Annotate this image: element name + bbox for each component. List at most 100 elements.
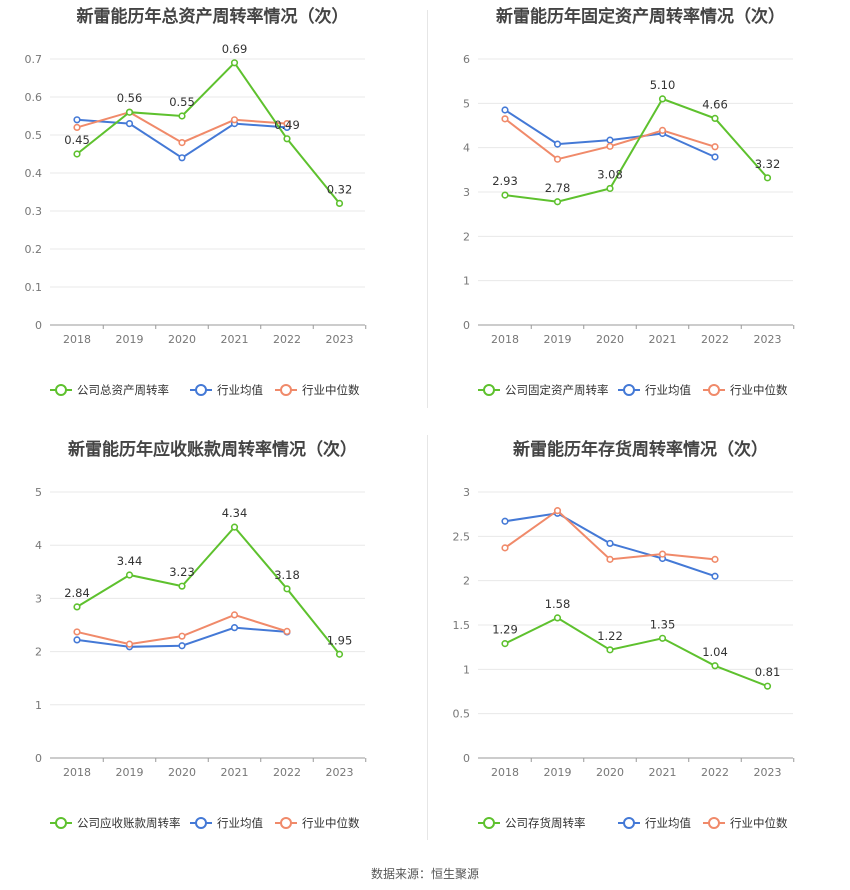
legend-item-company[interactable]: 公司应收账款周转率 [50,816,181,830]
data-point-median [658,126,667,134]
x-tick-label: 2020 [596,766,624,779]
legend-label: 公司固定资产周转率 [505,383,609,397]
panel-divider-top [427,10,428,408]
y-tick-label: 2.5 [453,530,471,543]
legend-item-company[interactable]: 公司存货周转率 [478,816,586,830]
data-label: 1.29 [492,623,518,637]
x-tick-label: 2018 [63,766,91,779]
series-line-avg [76,118,288,159]
series-line-company [504,616,768,688]
data-point-avg [606,539,614,548]
legend-marker-icon [195,384,207,396]
legend-item-avg[interactable]: 行业均值 [618,816,691,830]
y-tick-label: 3 [35,592,42,605]
legend-item-company[interactable]: 公司总资产周转率 [50,383,169,397]
x-tick-label: 2021 [221,766,249,779]
data-point-company [335,650,344,658]
data-point-avg [711,572,719,580]
y-tick-label: 0.5 [25,129,43,142]
legend-label: 行业均值 [217,816,263,830]
data-label: 0.69 [222,42,248,56]
legend-item-median[interactable]: 行业中位数 [703,816,788,830]
data-point-company [658,95,667,103]
data-point-company [230,59,239,67]
series-line-company [76,61,341,205]
y-tick-label: 0.5 [453,708,471,721]
y-tick-label: 1 [463,663,470,676]
data-point-company [230,523,239,531]
data-point-avg [73,116,81,124]
data-label: 3.18 [274,568,300,582]
legend-item-avg[interactable]: 行业均值 [190,816,263,830]
x-tick-label: 2023 [754,333,782,346]
y-tick-label: 0 [463,752,470,765]
legend-marker-icon [623,384,635,396]
y-tick-label: 0.2 [25,243,43,256]
y-tick-label: 1.5 [453,619,471,632]
data-point-median [553,507,562,515]
data-label: 1.04 [702,645,728,659]
y-tick-label: 6 [463,53,470,66]
data-point-median [230,116,239,124]
data-point-company [125,571,134,579]
data-label: 2.84 [64,586,90,600]
x-tick-label: 2019 [116,333,144,346]
chart-plot: 0 0.5 1 1.5 2 2.5 3 2018 2019 2020 2021 2022 2023 1.2… [453,486,795,830]
legend-label: 行业中位数 [302,383,360,397]
legend-item-median[interactable]: 行业中位数 [275,383,360,397]
legend-label: 行业均值 [217,383,263,397]
x-tick-label: 2020 [596,333,624,346]
data-point-company [125,108,134,116]
data-label: 0.56 [117,91,143,105]
x-tick-label: 2019 [116,766,144,779]
data-point-company [711,114,719,123]
x-tick-label: 2019 [544,766,572,779]
x-tick-label: 2023 [326,766,354,779]
data-label: 0.32 [327,182,353,196]
y-tick-label: 2 [35,646,42,659]
data-point-avg [125,119,134,128]
data-point-median [178,632,186,640]
y-tick-label: 0.6 [25,91,43,104]
legend-marker-icon [195,817,207,829]
legend-item-median[interactable]: 行业中位数 [703,383,788,397]
x-tick-label: 2018 [63,333,91,346]
legend-label: 公司总资产周转率 [77,383,169,397]
y-tick-label: 3 [463,186,470,199]
data-point-median [606,142,614,150]
data-label: 0.81 [755,665,781,679]
data-point-median [283,119,291,128]
x-tick-label: 2021 [649,766,677,779]
legend-item-avg[interactable]: 行业均值 [190,383,263,397]
data-point-avg [501,106,509,114]
data-point-median [501,544,509,552]
data-point-avg [178,154,186,162]
data-point-company [501,191,509,199]
legend-item-median[interactable]: 行业中位数 [275,816,360,830]
legend-label: 公司存货周转率 [505,816,586,830]
x-tick-label: 2023 [326,333,354,346]
data-point-median [283,627,291,635]
data-label: 1.95 [327,633,353,647]
chart-title: 新雷能历年应收账款周转率情况（次） [68,440,357,460]
data-point-median [178,139,186,147]
data-point-avg [230,624,239,632]
data-point-company [178,112,186,120]
x-tick-label: 2022 [701,766,729,779]
data-point-avg [73,636,81,644]
data-point-median [606,555,614,563]
data-point-median [73,123,81,131]
data-point-company [606,646,614,654]
legend-item-avg[interactable]: 行业均值 [618,383,691,397]
y-tick-label: 3 [463,486,470,499]
data-point-company [178,582,186,590]
legend-label: 行业中位数 [730,383,788,397]
data-point-median [553,155,562,163]
y-tick-label: 0.4 [25,167,43,180]
legend-item-company[interactable]: 公司固定资产周转率 [478,383,609,397]
chart-title: 新雷能历年固定资产周转率情况（次） [496,7,785,27]
chart-plot: 0 0.1 0.2 0.3 0.4 0.5 0.6 0.7 2018 2019 2020 2021 20… [25,42,367,397]
legend-label: 行业中位数 [302,816,360,830]
y-tick-label: 5 [35,486,42,499]
chart-panel-fixed-asset-turnover: 新雷能历年固定资产周转率情况（次） 0 1 2 3 4 5 6 2018 2019 2020 202… [428,0,850,430]
